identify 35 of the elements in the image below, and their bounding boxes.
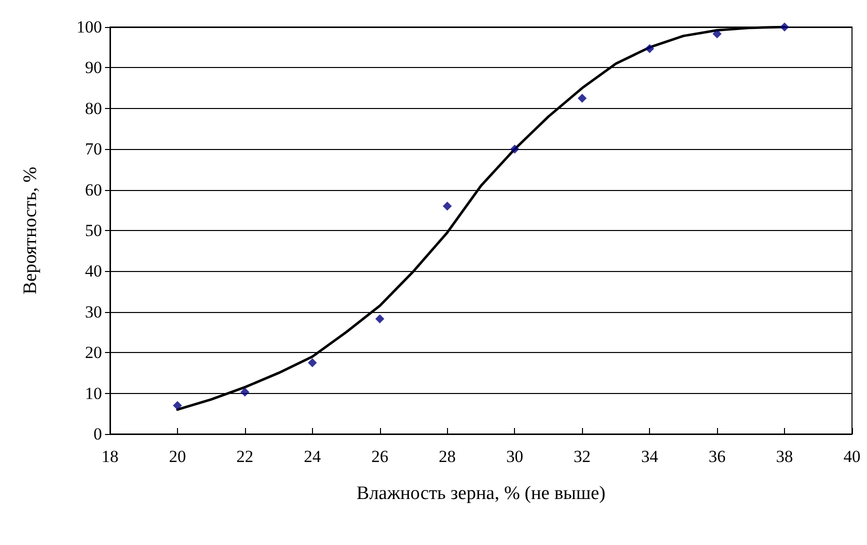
x-tick-label: 38 [776, 447, 794, 466]
y-tick-label: 90 [85, 58, 102, 78]
y-tick-label: 20 [85, 343, 102, 362]
x-tick-label: 24 [304, 447, 322, 466]
y-tick-label: 0 [94, 424, 102, 444]
x-axis-title: Влажность зерна, % (не выше) [356, 483, 606, 504]
point [780, 22, 790, 32]
y-tick-label: 40 [85, 262, 102, 281]
y-tick-label: 80 [85, 98, 102, 118]
x-tick-label: 28 [438, 447, 456, 466]
x-tick-label: 18 [102, 447, 118, 466]
point [172, 401, 182, 410]
y-tick-label: 70 [85, 140, 102, 159]
x-tick-label: 36 [708, 447, 726, 466]
point [308, 358, 317, 368]
y-axis-title: Вероятность, % [20, 166, 41, 294]
point [712, 29, 722, 38]
point [645, 44, 654, 54]
point [375, 314, 384, 324]
y-tick-label: 60 [85, 180, 102, 200]
x-tick-label: 34 [641, 447, 659, 466]
x-tick-label: 26 [371, 447, 388, 466]
y-tick-label: 10 [85, 384, 102, 403]
y-tick-label: 100 [76, 18, 102, 36]
point [578, 94, 587, 103]
point [510, 144, 520, 154]
x-tick-label: 30 [506, 447, 524, 466]
x-tick-label: 40 [844, 447, 860, 466]
y-tick-label: 50 [85, 221, 102, 240]
y-tick-label: 30 [85, 302, 102, 322]
x-tick-label: 20 [168, 447, 186, 466]
x-tick-label: 32 [574, 447, 591, 466]
point [442, 202, 452, 211]
point [240, 388, 250, 397]
x-tick-label: 22 [236, 447, 254, 466]
